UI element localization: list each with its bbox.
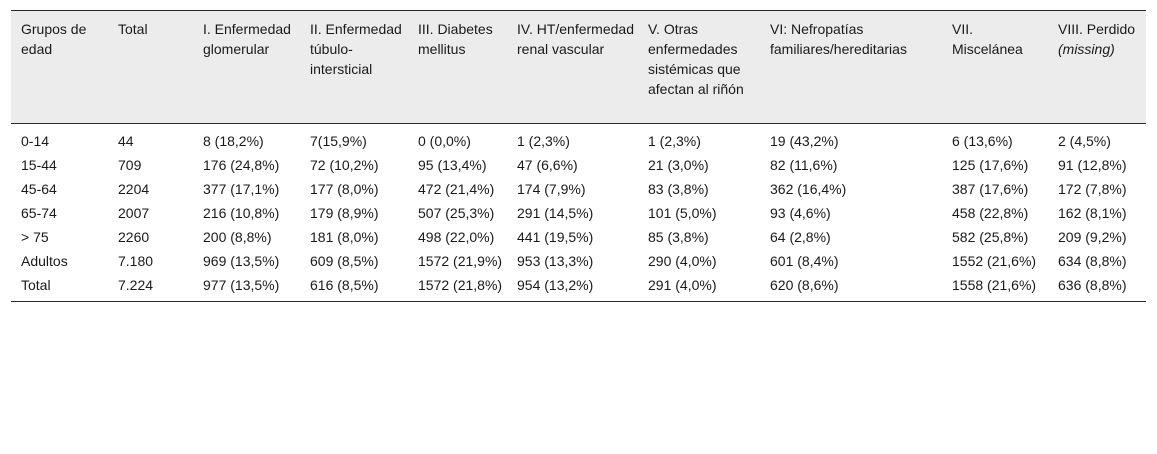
cell-miscellaneous: 458 (22,8%) xyxy=(952,205,1029,221)
cell-miscellaneous: 6 (13,6%) xyxy=(952,133,1013,149)
cell-miscellaneous: 1552 (21,6%) xyxy=(952,253,1037,269)
cell-tubulo-interstitial: 609 (8,5%) xyxy=(310,253,379,269)
cell-systemic: 291 (4,0%) xyxy=(638,275,760,302)
cell-missing: 209 (9,2%) xyxy=(1058,229,1127,245)
table-container: Grupos de edad Total I. Enfermedad glome… xyxy=(11,10,1146,302)
cell-total: 7.224 xyxy=(108,275,193,302)
cell-vascular: 441 (19,5%) xyxy=(517,229,594,245)
cell-glomerular: 8 (18,2%) xyxy=(203,133,264,149)
cell-systemic: 83 (3,8%) xyxy=(648,181,709,197)
cell-tubulo-interstitial: 616 (8,5%) xyxy=(300,275,408,302)
cell-vascular: 47 (6,6%) xyxy=(517,157,578,173)
age-group-nephropathy-table: Grupos de edad Total I. Enfermedad glome… xyxy=(11,10,1146,302)
cell-diabetes: 0 (0,0%) xyxy=(418,133,471,149)
cell-total: 709 xyxy=(118,157,142,173)
cell-missing: 91 (12,8%) xyxy=(1058,157,1127,173)
cell-vascular: 174 (7,9%) xyxy=(517,181,586,197)
header-missing: VIII. Perdido (missing) xyxy=(1048,10,1146,124)
cell-tubulo-interstitial: 72 (10,2%) xyxy=(310,157,379,173)
cell-hereditary: 64 (2,8%) xyxy=(770,229,831,245)
cell-vascular: 291 (14,5%) xyxy=(517,205,594,221)
cell-age-group: > 75 xyxy=(21,229,49,245)
cell-systemic: 85 (3,8%) xyxy=(648,229,709,245)
cell-total: 2007 xyxy=(118,205,150,221)
header-tubulo-interstitial: II. Enfermedad túbulo-intersticial xyxy=(300,10,408,124)
cell-missing: 162 (8,1%) xyxy=(1058,205,1127,221)
table-body: 0-14 44 8 (18,2%) 7(15,9%) 0 (0,0%) 1 (2,3%) 1… xyxy=(11,124,1146,302)
cell-vascular: 954 (13,2%) xyxy=(507,275,638,302)
cell-miscellaneous: 125 (17,6%) xyxy=(952,157,1029,173)
table-row: 45-64 2204 377 (17,1%) 177 (8,0%) 472 (21,4%… xyxy=(11,179,1146,203)
cell-missing: 2 (4,5%) xyxy=(1058,133,1111,149)
cell-diabetes: 498 (22,0%) xyxy=(418,229,495,245)
cell-diabetes: 1572 (21,9%) xyxy=(418,253,503,269)
header-glomerular: I. Enfermedad glomerular xyxy=(193,10,300,124)
cell-hereditary: 93 (4,6%) xyxy=(770,205,831,221)
cell-diabetes: 507 (25,3%) xyxy=(418,205,495,221)
cell-hereditary: 362 (16,4%) xyxy=(770,181,847,197)
table-header-row: Grupos de edad Total I. Enfermedad glome… xyxy=(11,10,1146,124)
header-vascular: IV. HT/enfermedad renal vascular xyxy=(507,10,638,124)
cell-vascular: 953 (13,3%) xyxy=(517,253,594,269)
cell-tubulo-interstitial: 177 (8,0%) xyxy=(310,181,379,197)
table-row: Total 7.224 977 (13,5%) 616 (8,5%) 1572 (21,… xyxy=(11,275,1146,302)
cell-tubulo-interstitial: 7(15,9%) xyxy=(310,133,367,149)
cell-hereditary: 601 (8,4%) xyxy=(770,253,839,269)
cell-age-group: Adultos xyxy=(21,253,68,269)
cell-hereditary: 82 (11,6%) xyxy=(770,157,838,173)
cell-glomerular: 977 (13,5%) xyxy=(193,275,300,302)
cell-age-group: 65-74 xyxy=(21,205,57,221)
cell-systemic: 290 (4,0%) xyxy=(648,253,717,269)
cell-tubulo-interstitial: 179 (8,9%) xyxy=(310,205,379,221)
cell-systemic: 21 (3,0%) xyxy=(648,157,709,173)
table-row: 65-74 2007 216 (10,8%) 179 (8,9%) 507 (25,3%… xyxy=(11,203,1146,227)
header-age-groups: Grupos de edad xyxy=(11,10,108,124)
header-miscellaneous: VII. Miscelánea xyxy=(942,10,1048,124)
cell-age-group: 0-14 xyxy=(21,133,50,149)
cell-diabetes: 95 (13,4%) xyxy=(418,157,487,173)
cell-total: 44 xyxy=(118,133,134,149)
cell-systemic: 1 (2,3%) xyxy=(648,133,701,149)
table-row: > 75 2260 200 (8,8%) 181 (8,0%) 498 (22,0%) 4… xyxy=(11,227,1146,251)
cell-diabetes: 1572 (21,8%) xyxy=(408,275,507,302)
cell-age-group: Total xyxy=(11,275,108,302)
cell-age-group: 45-64 xyxy=(21,181,57,197)
cell-glomerular: 377 (17,1%) xyxy=(203,181,280,197)
cell-glomerular: 969 (13,5%) xyxy=(203,253,280,269)
cell-hereditary: 620 (8,6%) xyxy=(760,275,942,302)
table-row: 0-14 44 8 (18,2%) 7(15,9%) 0 (0,0%) 1 (2,3%) 1… xyxy=(11,124,1146,156)
cell-total: 2204 xyxy=(118,181,150,197)
cell-hereditary: 19 (43,2%) xyxy=(770,133,839,149)
cell-tubulo-interstitial: 181 (8,0%) xyxy=(310,229,379,245)
header-systemic: V. Otras enfermedades sistémicas que afe… xyxy=(638,10,760,124)
table-row: 15-44 709 176 (24,8%) 72 (10,2%) 95 (13,4%) 4… xyxy=(11,155,1146,179)
cell-missing: 634 (8,8%) xyxy=(1058,253,1127,269)
cell-glomerular: 200 (8,8%) xyxy=(203,229,272,245)
cell-miscellaneous: 387 (17,6%) xyxy=(952,181,1029,197)
header-diabetes: III. Diabetes mellitus xyxy=(408,10,507,124)
header-missing-label: VIII. Perdido xyxy=(1058,21,1136,37)
cell-vascular: 1 (2,3%) xyxy=(517,133,570,149)
cell-total: 7.180 xyxy=(118,253,154,269)
cell-total: 2260 xyxy=(118,229,150,245)
table-row: Adultos 7.180 969 (13,5%) 609 (8,5%) 1572 (2… xyxy=(11,251,1146,275)
cell-glomerular: 176 (24,8%) xyxy=(203,157,280,173)
header-total: Total xyxy=(108,10,193,124)
cell-glomerular: 216 (10,8%) xyxy=(203,205,280,221)
cell-systemic: 101 (5,0%) xyxy=(648,205,717,221)
cell-miscellaneous: 1558 (21,6%) xyxy=(942,275,1048,302)
cell-miscellaneous: 582 (25,8%) xyxy=(952,229,1029,245)
header-hereditary: VI: Nefropatías familiares/hereditarias xyxy=(760,10,942,124)
cell-missing: 636 (8,8%) xyxy=(1048,275,1146,302)
header-missing-note: (missing) xyxy=(1058,41,1115,57)
cell-missing: 172 (7,8%) xyxy=(1058,181,1127,197)
cell-diabetes: 472 (21,4%) xyxy=(418,181,495,197)
cell-age-group: 15-44 xyxy=(21,157,57,173)
